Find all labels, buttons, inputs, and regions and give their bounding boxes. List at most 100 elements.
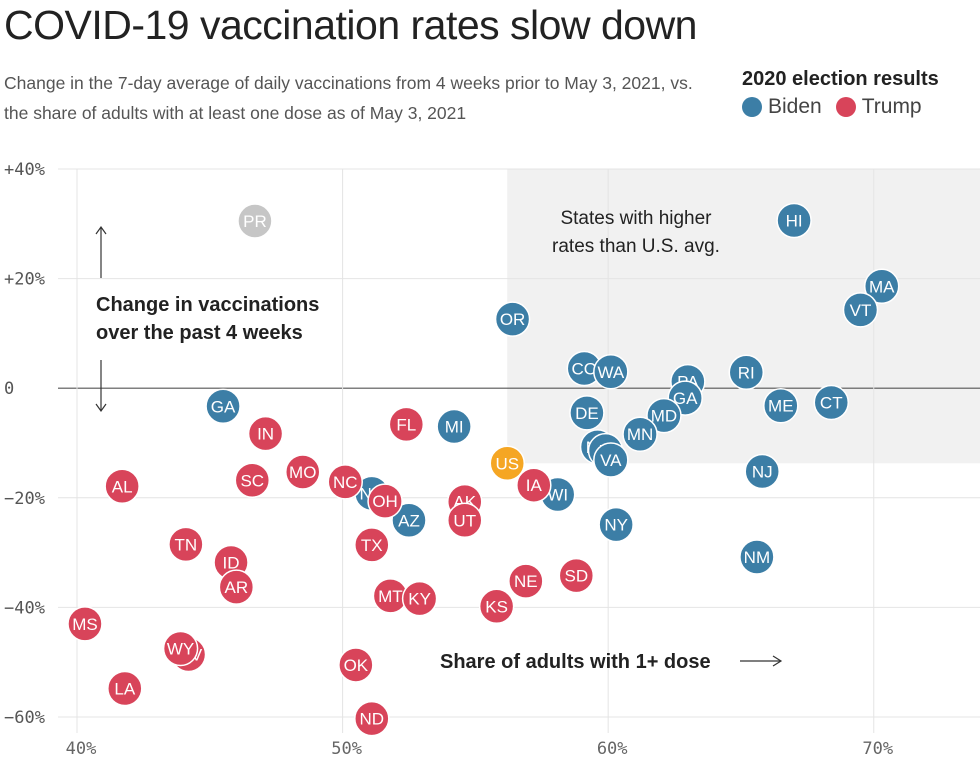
point-or	[494, 301, 531, 337]
point-label-mn: MN	[627, 425, 653, 444]
point-ar	[218, 569, 255, 605]
point-mo	[285, 454, 321, 490]
region-label-line2: rates than U.S. avg.	[552, 236, 720, 257]
point-label-sc: SC	[240, 471, 264, 490]
point-nj	[744, 453, 780, 490]
point-label-md: MD	[651, 407, 677, 426]
point-label-ri: RI	[738, 363, 755, 382]
point-va	[593, 442, 629, 478]
legend-title: 2020 election results	[742, 68, 939, 90]
point-label-ks: KS	[485, 597, 508, 616]
point-label-pr: PR	[243, 212, 267, 231]
point-me	[763, 387, 799, 424]
point-label-co: CO	[572, 359, 598, 378]
region-label-line1: States with higher	[560, 208, 712, 229]
legend: 2020 election results Biden Trump	[742, 68, 939, 119]
point-wy	[162, 630, 199, 667]
legend-swatch-trump	[835, 97, 856, 117]
x-tick-label: 50%	[331, 739, 362, 759]
point-label-ut: UT	[453, 511, 476, 530]
x-tick-label: 70%	[862, 739, 893, 759]
point-ga	[205, 388, 241, 425]
point-in	[247, 415, 284, 452]
point-ks	[478, 588, 515, 625]
point-mi	[436, 408, 472, 445]
point-label-hi: HI	[786, 212, 803, 231]
point-label-us: US	[495, 454, 519, 473]
legend-label-trump: Trump	[861, 95, 922, 118]
point-sd	[558, 557, 595, 594]
x-tick-label: 60%	[597, 739, 628, 759]
point-label-la: LA	[114, 680, 135, 699]
point-ct	[813, 384, 850, 421]
point-label-al: AL	[112, 477, 133, 496]
point-label-ct: CT	[820, 393, 843, 412]
point-label-ok: OK	[344, 656, 369, 675]
point-md	[646, 397, 682, 434]
point-label-fl: FL	[396, 415, 416, 434]
point-label-ia: IA	[526, 476, 543, 495]
y-tick-label: −20%	[4, 489, 45, 509]
point-mn	[622, 416, 658, 452]
y-axis-label-line2: over the past 4 weeks	[96, 322, 303, 344]
y-tick-label: +20%	[4, 270, 45, 290]
legend-item-biden: Biden	[742, 95, 822, 119]
y-tick-label: 0	[4, 379, 14, 399]
legend-swatch-biden	[742, 97, 762, 117]
point-fl	[388, 406, 425, 443]
point-tn	[168, 526, 204, 563]
x-arrow-head	[772, 655, 783, 667]
chart-subtitle: Change in the 7-day average of daily vac…	[4, 73, 693, 123]
point-wa	[593, 354, 629, 390]
point-label-wa: WA	[597, 363, 624, 382]
point-label-tn: TN	[175, 535, 198, 554]
chart-title: COVID-19 vaccination rates slow down	[4, 2, 697, 48]
point-us	[489, 445, 526, 482]
x-axis-label: Share of adults with 1+ dose	[440, 651, 711, 673]
point-ms	[67, 606, 103, 642]
y-tick-label: −40%	[4, 598, 45, 618]
point-al	[104, 468, 140, 505]
point-label-ma: MA	[869, 277, 895, 296]
point-pr	[237, 203, 273, 239]
point-label-ga: GA	[673, 389, 698, 408]
point-label-or: OR	[500, 310, 526, 329]
point-de	[569, 395, 605, 431]
point-label-id: ID	[223, 553, 240, 572]
legend-label-biden: Biden	[768, 95, 822, 118]
point-label-mt: MT	[378, 587, 403, 606]
point-ny	[598, 506, 634, 543]
y-arrow-down-head	[95, 403, 107, 413]
point-tx	[354, 527, 390, 563]
point-label-ms: MS	[72, 615, 98, 634]
point-oh	[367, 483, 403, 519]
point-label-ky: KY	[408, 590, 431, 609]
x-tick-label: 40%	[66, 739, 97, 759]
legend-item-trump: Trump	[835, 95, 922, 119]
point-nm	[739, 539, 775, 575]
y-tick-label: +40%	[4, 160, 45, 180]
point-label-ne: NE	[514, 572, 538, 591]
point-label-mo: MO	[289, 463, 316, 482]
point-label-mi: MI	[445, 418, 464, 437]
point-sc	[234, 462, 271, 499]
point-label-ny: NY	[604, 516, 628, 535]
y-axis-label-line1: Change in vaccinations	[96, 294, 319, 316]
point-label-tx: TX	[361, 536, 383, 555]
point-ri	[728, 354, 765, 391]
y-tick-label: −60%	[4, 708, 45, 728]
point-label-vt: VT	[850, 301, 872, 320]
point-label-in: IN	[257, 425, 274, 444]
y-label-background	[90, 288, 342, 348]
point-nc	[327, 464, 363, 500]
point-label-ga: GA	[211, 397, 236, 416]
point-ne	[508, 563, 544, 599]
point-label-wi: WI	[547, 486, 568, 505]
point-label-me: ME	[768, 397, 794, 416]
point-label-de: DE	[575, 404, 599, 423]
y-arrow-up-head	[95, 225, 107, 235]
point-ma	[863, 268, 900, 305]
point-vt	[842, 292, 879, 328]
point-ky	[401, 580, 438, 617]
